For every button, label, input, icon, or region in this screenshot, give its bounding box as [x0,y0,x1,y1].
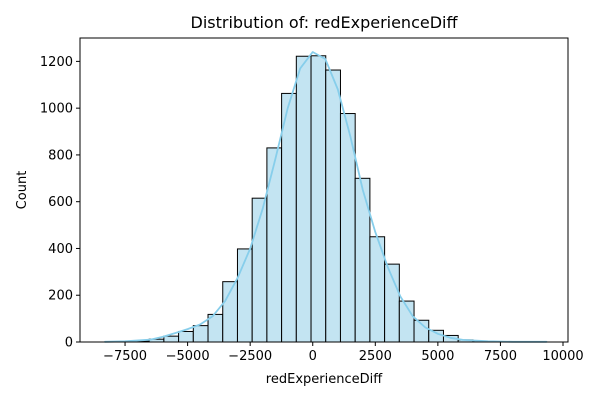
x-tick-label: 5000 [421,349,454,364]
kde-group [104,51,548,343]
x-tick-label: 0 [309,349,317,364]
y-tick-label: 200 [48,289,73,304]
histogram-bar [295,55,312,343]
y-tick-label: 1200 [40,55,73,70]
histogram-bar [266,147,283,343]
x-tick-label: 2500 [359,349,392,364]
histogram-bar [192,325,209,343]
histogram-bar [310,55,327,343]
y-tick-label: 800 [48,148,73,163]
histogram-bar [178,330,194,343]
y-tick-label: 600 [48,195,73,210]
x-axis: −7500 −5000 −2500 0 2500 5000 7500 10000 [103,342,584,364]
x-tick-label: −7500 [103,349,147,364]
y-axis-label: Count [15,171,30,210]
x-tick-label: −2500 [228,349,272,364]
histogram-bar [325,69,341,343]
y-tick-label: 400 [48,242,73,257]
x-tick-label: 7500 [484,349,517,364]
bars-group [104,55,547,343]
y-tick-label: 1000 [40,102,73,117]
histogram-bar [163,335,180,343]
y-axis: 0 200 400 600 800 1000 1200 [40,55,80,351]
histogram-bar [354,177,371,343]
x-axis-label: redExperienceDiff [266,372,383,387]
y-tick-label: 0 [65,336,73,351]
x-tick-label: 10000 [542,349,583,364]
chart-title: Distribution of: redExperienceDiff [191,13,459,32]
histogram-bar [281,92,297,343]
x-tick-label: −5000 [166,349,210,364]
plot-frame [79,37,569,343]
kde-line [104,51,548,343]
